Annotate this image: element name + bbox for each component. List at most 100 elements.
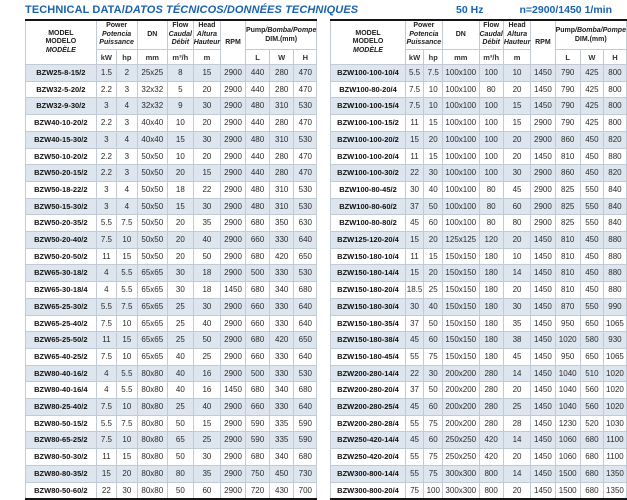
value-cell: 30	[404, 297, 425, 316]
value-cell: 25	[192, 347, 222, 366]
value-cell: 25	[166, 314, 194, 333]
value-cell: 4	[95, 264, 118, 283]
value-cell: 80x80	[136, 448, 168, 466]
value-cell: 7.5	[404, 80, 425, 99]
value-cell: 810	[554, 231, 581, 249]
tables-container: MODEL MODELO MODÈLE Power Potencia Puiss…	[0, 19, 627, 500]
pump-label-en: Pump	[245, 26, 266, 34]
value-cell: 45	[502, 180, 532, 199]
value-cell: 650	[293, 247, 318, 266]
table-row: BZW65-40-25/2 7.5 10 65x65 40 25 2900 660 330 640	[25, 347, 318, 366]
value-cell: 60	[423, 398, 444, 416]
column-header-head: Head Altura Hauteur	[192, 19, 222, 50]
value-cell: 150x150	[442, 297, 480, 316]
value-cell: 20	[166, 247, 194, 266]
table-row: BZW80-25-40/2 7.5 10 80x80 25 40 2900 660 330 640	[25, 398, 318, 416]
table-row: BZW65-25-40/2 7.5 10 65x65 25 40 2900 660 330 640	[25, 314, 318, 333]
value-cell: 420	[269, 247, 295, 266]
value-cell: 700	[293, 481, 318, 500]
value-cell: 990	[602, 297, 627, 316]
value-cell: 20	[192, 80, 222, 99]
value-cell: 11	[95, 247, 118, 266]
value-cell: 330	[269, 297, 295, 316]
table-row: BZW100-80-80/2 45 60 100x100 80 80 2900 825 550 8…	[330, 214, 627, 233]
model-cell: BZW150-180-45/4	[330, 347, 406, 366]
value-cell: 750	[244, 464, 271, 483]
value-cell: 50x50	[136, 197, 168, 216]
value-cell: 2900	[220, 481, 246, 500]
value-cell: 590	[293, 414, 318, 433]
power-label-fr: Puissance	[406, 39, 442, 47]
value-cell: 250x250	[442, 431, 480, 450]
value-cell: 450	[579, 231, 604, 249]
value-cell: 20	[166, 164, 194, 182]
value-cell: 5.5	[95, 414, 118, 433]
value-cell: 550	[579, 180, 604, 199]
value-cell: 1450	[530, 398, 556, 416]
value-cell: 180	[478, 331, 504, 349]
value-cell: 80x80	[136, 431, 168, 450]
value-cell: 75	[404, 481, 425, 500]
value-cell: 420	[478, 448, 504, 466]
table-row: BZW25-8-15/2 1.5 2 25x25 8 15 2900 440 280 470	[25, 64, 318, 82]
value-cell: 4	[116, 197, 138, 216]
value-cell: 40	[192, 314, 222, 333]
value-cell: 2900	[220, 448, 246, 466]
value-cell: 590	[293, 431, 318, 450]
model-cell: BZW300-800-20/4	[330, 481, 406, 500]
table-row: BZW150-180-38/4 45 60 150x150 180 38 1450 1020 5…	[330, 331, 627, 349]
value-cell: 425	[579, 64, 604, 82]
column-header-power: Power Potencia Puissance	[404, 19, 444, 50]
value-cell: 20	[502, 448, 532, 466]
value-cell: 680	[579, 448, 604, 466]
unit-dim-w: W	[269, 49, 295, 65]
table-row: BZW200-280-25/4 45 60 200x200 280 25 1450 1040 5…	[330, 398, 627, 416]
value-cell: 22	[192, 180, 222, 199]
value-cell: 1100	[602, 448, 627, 466]
column-header-flow: Flow Caudal Débit	[166, 19, 194, 50]
value-cell: 15	[116, 247, 138, 266]
page-header: TECHNICAL DATA/DATOS TÉCNICOS/DONNÉES TE…	[0, 0, 627, 19]
model-cell: BZW80-80-35/2	[25, 464, 97, 483]
head-label-es: Altura	[196, 30, 218, 38]
dn-label: DN	[147, 30, 158, 38]
model-cell: BZW80-40-16/4	[25, 381, 97, 400]
value-cell: 590	[244, 431, 271, 450]
value-cell: 60	[423, 331, 444, 349]
table-row: BZW100-100-20/2 15 20 100x100 100 20 2900 860 45…	[330, 130, 627, 149]
value-cell: 10	[116, 431, 138, 450]
value-cell: 1450	[530, 97, 556, 116]
value-cell: 7.5	[95, 398, 118, 416]
value-cell: 180	[478, 247, 504, 266]
model-cell: BZW100-100-15/2	[330, 114, 406, 132]
unit-kw: kW	[95, 49, 118, 65]
value-cell: 310	[269, 97, 295, 116]
value-cell: 2900	[530, 180, 556, 199]
table-row: BZW125-120-20/4 15 20 125x125 120 20 1450 810 45…	[330, 231, 627, 249]
value-cell: 37	[404, 381, 425, 400]
value-cell: 1100	[602, 431, 627, 450]
head-label-es: Altura	[506, 30, 528, 38]
value-cell: 20	[423, 130, 444, 149]
model-cell: BZW200-280-25/4	[330, 398, 406, 416]
unit-dn-mm: mm	[136, 49, 168, 65]
unit-hp: hp	[116, 49, 138, 65]
value-cell: 440	[244, 164, 271, 182]
value-cell: 1450	[530, 464, 556, 483]
value-cell: 3	[116, 80, 138, 99]
value-cell: 11	[95, 331, 118, 349]
value-cell: 11	[404, 147, 425, 166]
value-cell: 50	[166, 481, 194, 500]
value-cell: 1020	[554, 331, 581, 349]
value-cell: 450	[579, 164, 604, 182]
column-header-dim: Pump/Bomba/Pompe DIM.(mm)	[244, 19, 318, 50]
value-cell: 10	[116, 398, 138, 416]
model-cell: BZW250-420-14/4	[330, 431, 406, 450]
page-title-intl: DATOS TÉCNICOS/DONNÉES TECHNIQUES	[124, 4, 359, 16]
value-cell: 2.2	[95, 164, 118, 182]
value-cell: 880	[602, 281, 627, 299]
power-label-fr: Puissance	[99, 39, 134, 47]
value-cell: 1450	[530, 64, 556, 82]
value-cell: 4	[116, 180, 138, 199]
model-cell: BZW50-20-15/2	[25, 164, 97, 182]
